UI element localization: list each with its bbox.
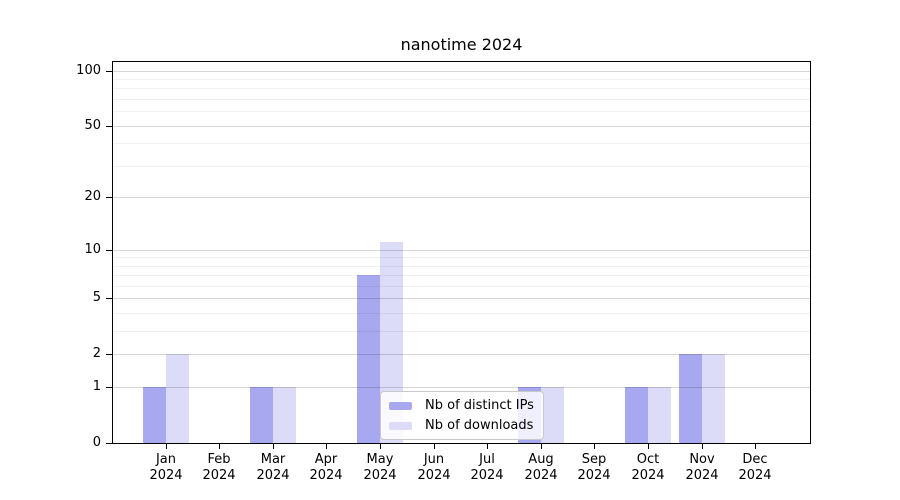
x-tick-label-jun: Jun 2024 [417,452,451,483]
x-tick-label-jan: Jan 2024 [149,452,183,483]
y-tick-50 [106,126,113,127]
chart-title: nanotime 2024 [400,35,523,54]
x-tick-jul [487,444,488,449]
x-tick-mar [273,444,274,449]
gridline-minor-40 [113,143,810,144]
gridline-5 [113,298,810,299]
y-tick-1 [106,387,113,388]
x-tick-label-may: May 2024 [363,452,397,483]
y-tick-label-0: 0 [92,435,101,450]
y-tick-label-1: 1 [92,379,101,394]
x-tick-label-nov: Nov 2024 [685,452,719,483]
gridline-50 [113,126,810,127]
y-tick-100 [106,71,113,72]
y-tick-label-2: 2 [92,346,101,361]
bar-mar-nb-of-downloads [273,387,296,443]
x-tick-aug [541,444,542,449]
y-tick-label-100: 100 [76,63,101,78]
legend-swatch-nb-of-downloads [389,421,412,430]
y-tick-0 [106,443,113,444]
y-tick-10 [106,250,113,251]
legend-swatch-nb-of-distinct-ips [389,401,412,410]
legend-item-nb-of-distinct-ips: Nb of distinct IPs [389,397,534,414]
x-tick-label-mar: Mar 2024 [256,452,290,483]
gridline-minor-3 [113,331,810,332]
y-tick-5 [106,298,113,299]
gridline-minor-60 [113,111,810,112]
gridline-20 [113,197,810,198]
gridline-minor-8 [113,266,810,267]
x-tick-sep [594,444,595,449]
x-tick-oct [648,444,649,449]
x-tick-label-sep: Sep 2024 [577,452,611,483]
bar-nov-nb-of-downloads [702,354,725,443]
x-tick-apr [326,444,327,449]
bar-may-nb-of-distinct-ips [357,275,380,443]
x-tick-feb [219,444,220,449]
x-tick-jan [166,444,167,449]
gridline-10 [113,250,810,251]
gridline-minor-6 [113,286,810,287]
legend-item-nb-of-downloads: Nb of downloads [389,417,534,434]
x-tick-nov [702,444,703,449]
bar-mar-nb-of-distinct-ips [250,387,273,443]
gridline-minor-4 [113,313,810,314]
bar-oct-nb-of-downloads [648,387,671,443]
x-tick-label-oct: Oct 2024 [631,452,665,483]
gridline-minor-70 [113,99,810,100]
gridline-minor-80 [113,88,810,89]
bar-oct-nb-of-distinct-ips [625,387,648,443]
y-tick-label-20: 20 [84,189,101,204]
bar-jan-nb-of-downloads [166,354,189,443]
y-tick-label-10: 10 [84,242,101,257]
gridline-100 [113,71,810,72]
y-tick-label-50: 50 [84,118,101,133]
bar-jan-nb-of-distinct-ips [143,387,166,443]
x-tick-jun [434,444,435,449]
legend-label-nb-of-downloads: Nb of downloads [425,418,534,433]
gridline-1 [113,387,810,388]
x-tick-label-feb: Feb 2024 [202,452,236,483]
gridline-minor-7 [113,275,810,276]
x-tick-label-dec: Dec 2024 [738,452,772,483]
bar-aug-nb-of-downloads [541,387,564,443]
x-tick-label-aug: Aug 2024 [524,452,558,483]
y-tick-label-5: 5 [92,290,101,305]
legend-label-nb-of-distinct-ips: Nb of distinct IPs [425,398,534,413]
legend: Nb of distinct IPs Nb of downloads [380,391,544,440]
gridline-minor-90 [113,79,810,80]
bar-nov-nb-of-distinct-ips [679,354,702,443]
gridline-minor-30 [113,166,810,167]
gridline-minor-9 [113,257,810,258]
plot-area: Nb of distinct IPs Nb of downloads [112,61,811,444]
x-tick-label-jul: Jul 2024 [470,452,504,483]
x-tick-label-apr: Apr 2024 [309,452,343,483]
gridline-2 [113,354,810,355]
y-tick-2 [106,354,113,355]
x-tick-may [380,444,381,449]
x-tick-dec [755,444,756,449]
y-tick-20 [106,197,113,198]
